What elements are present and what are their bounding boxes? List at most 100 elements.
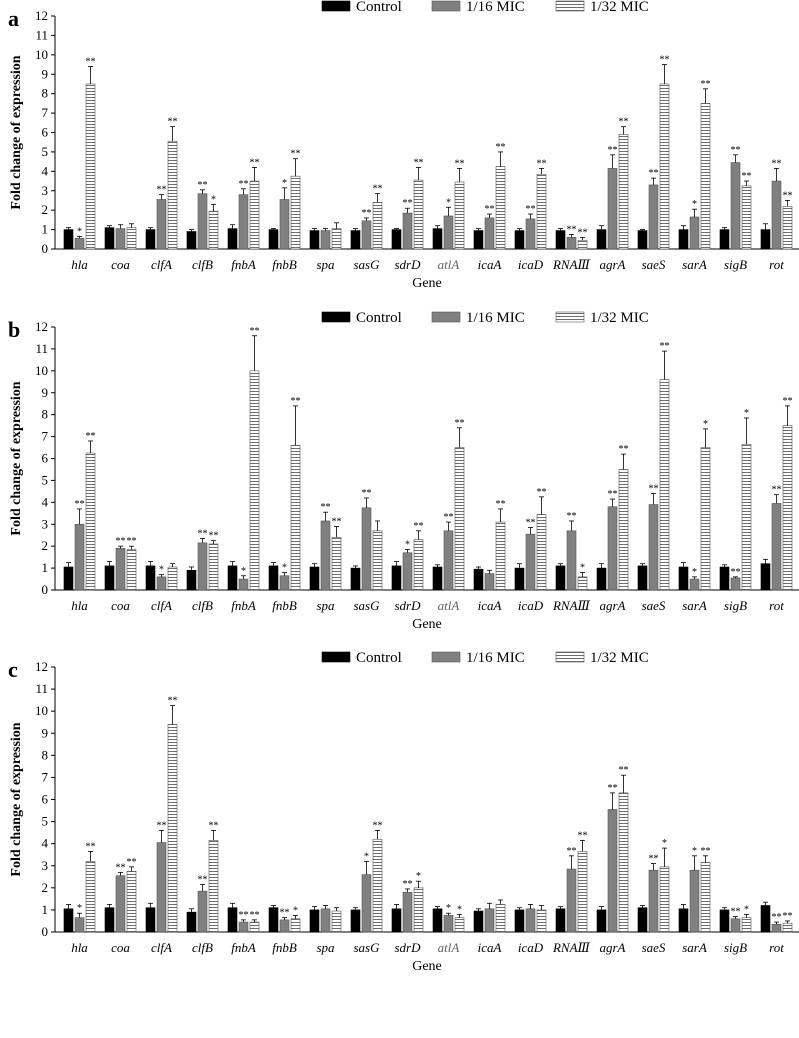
bar bbox=[197, 890, 208, 933]
bar bbox=[249, 180, 260, 250]
y-tick-label: 11 bbox=[35, 681, 48, 696]
bar bbox=[85, 452, 96, 591]
significance-label: * bbox=[416, 871, 421, 882]
x-tick-label: sasG bbox=[353, 598, 380, 613]
legend-swatch bbox=[321, 311, 351, 323]
x-tick-label: sasG bbox=[353, 940, 380, 955]
bar bbox=[391, 565, 402, 591]
bar bbox=[618, 134, 629, 250]
bar bbox=[782, 425, 793, 591]
legend-swatch bbox=[555, 311, 585, 323]
bar bbox=[495, 166, 506, 250]
x-tick-label: icaD bbox=[518, 940, 544, 955]
bar bbox=[700, 862, 711, 933]
bar bbox=[566, 530, 577, 591]
bar bbox=[741, 443, 752, 591]
significance-label: * bbox=[282, 178, 287, 189]
significance-label: ** bbox=[485, 204, 495, 215]
x-tick-label: sigB bbox=[724, 940, 747, 955]
significance-label: ** bbox=[86, 56, 96, 67]
bar bbox=[115, 875, 126, 933]
y-tick-label: 0 bbox=[42, 241, 49, 256]
significance-label: ** bbox=[772, 158, 782, 169]
bar bbox=[536, 909, 547, 933]
significance-label: ** bbox=[660, 341, 670, 352]
legend-label: 1/32 MIC bbox=[590, 650, 649, 666]
x-tick-label: rot bbox=[769, 940, 784, 955]
bar bbox=[413, 539, 424, 591]
legend-label: 1/16 MIC bbox=[466, 310, 525, 326]
bar bbox=[74, 917, 85, 933]
significance-label: ** bbox=[619, 444, 629, 455]
bar bbox=[443, 530, 454, 591]
y-tick-label: 5 bbox=[42, 814, 49, 829]
significance-label: ** bbox=[649, 854, 659, 865]
bar bbox=[566, 868, 577, 933]
bar bbox=[484, 908, 495, 933]
bar bbox=[637, 907, 648, 933]
significance-label: ** bbox=[198, 875, 208, 886]
legend-swatch bbox=[431, 0, 461, 12]
x-axis-title: Gene bbox=[412, 617, 442, 632]
significance-label: ** bbox=[403, 198, 413, 209]
significance-label: ** bbox=[321, 502, 331, 513]
significance-label: ** bbox=[731, 907, 741, 918]
bar bbox=[268, 565, 279, 591]
bar bbox=[227, 565, 238, 591]
bar bbox=[730, 918, 741, 933]
y-tick-label: 5 bbox=[42, 144, 49, 159]
y-tick-label: 7 bbox=[42, 105, 49, 120]
significance-label: ** bbox=[250, 910, 260, 921]
y-tick-label: 6 bbox=[42, 451, 49, 466]
bar bbox=[473, 568, 484, 591]
significance-label: ** bbox=[731, 145, 741, 156]
y-tick-label: 7 bbox=[42, 429, 49, 444]
bar bbox=[413, 179, 424, 250]
bar bbox=[208, 543, 219, 591]
y-tick-label: 8 bbox=[42, 86, 49, 101]
bar bbox=[361, 220, 372, 250]
bar bbox=[238, 578, 249, 591]
y-tick-label: 12 bbox=[35, 659, 48, 674]
bar bbox=[719, 566, 730, 591]
x-tick-label: sdrD bbox=[394, 940, 421, 955]
y-tick-label: 12 bbox=[35, 319, 48, 334]
bar bbox=[402, 891, 413, 933]
bar bbox=[167, 566, 178, 591]
y-tick-label: 2 bbox=[42, 202, 49, 217]
bar bbox=[536, 514, 547, 591]
bar bbox=[402, 212, 413, 250]
bar bbox=[566, 237, 577, 250]
y-tick-label: 8 bbox=[42, 407, 49, 422]
significance-label: * bbox=[580, 562, 585, 573]
significance-label: ** bbox=[332, 516, 342, 527]
bar bbox=[391, 229, 402, 250]
bar bbox=[186, 911, 197, 933]
y-tick-label: 12 bbox=[35, 8, 48, 23]
x-tick-label: fnbB bbox=[272, 257, 297, 272]
significance-label: ** bbox=[608, 489, 618, 500]
x-tick-label: fnbA bbox=[231, 598, 256, 613]
significance-label: ** bbox=[578, 227, 588, 238]
x-tick-label: rot bbox=[769, 598, 784, 613]
significance-label: ** bbox=[742, 171, 752, 182]
significance-label: ** bbox=[86, 841, 96, 852]
bar bbox=[618, 792, 629, 933]
x-tick-label: sdrD bbox=[394, 598, 421, 613]
y-tick-label: 3 bbox=[42, 858, 49, 873]
x-tick-label: clfB bbox=[192, 257, 213, 272]
bar bbox=[156, 842, 167, 933]
x-tick-label: hla bbox=[71, 940, 88, 955]
significance-label: * bbox=[77, 226, 82, 237]
bar bbox=[361, 874, 372, 933]
legend-label: 1/32 MIC bbox=[590, 310, 649, 326]
bar bbox=[309, 909, 320, 933]
bar bbox=[63, 566, 74, 591]
bar bbox=[115, 228, 126, 250]
x-tick-label: RNAⅢ bbox=[552, 940, 591, 955]
bar bbox=[391, 908, 402, 933]
y-tick-label: 1 bbox=[42, 902, 49, 917]
y-tick-label: 11 bbox=[35, 27, 48, 42]
bar bbox=[525, 908, 536, 933]
